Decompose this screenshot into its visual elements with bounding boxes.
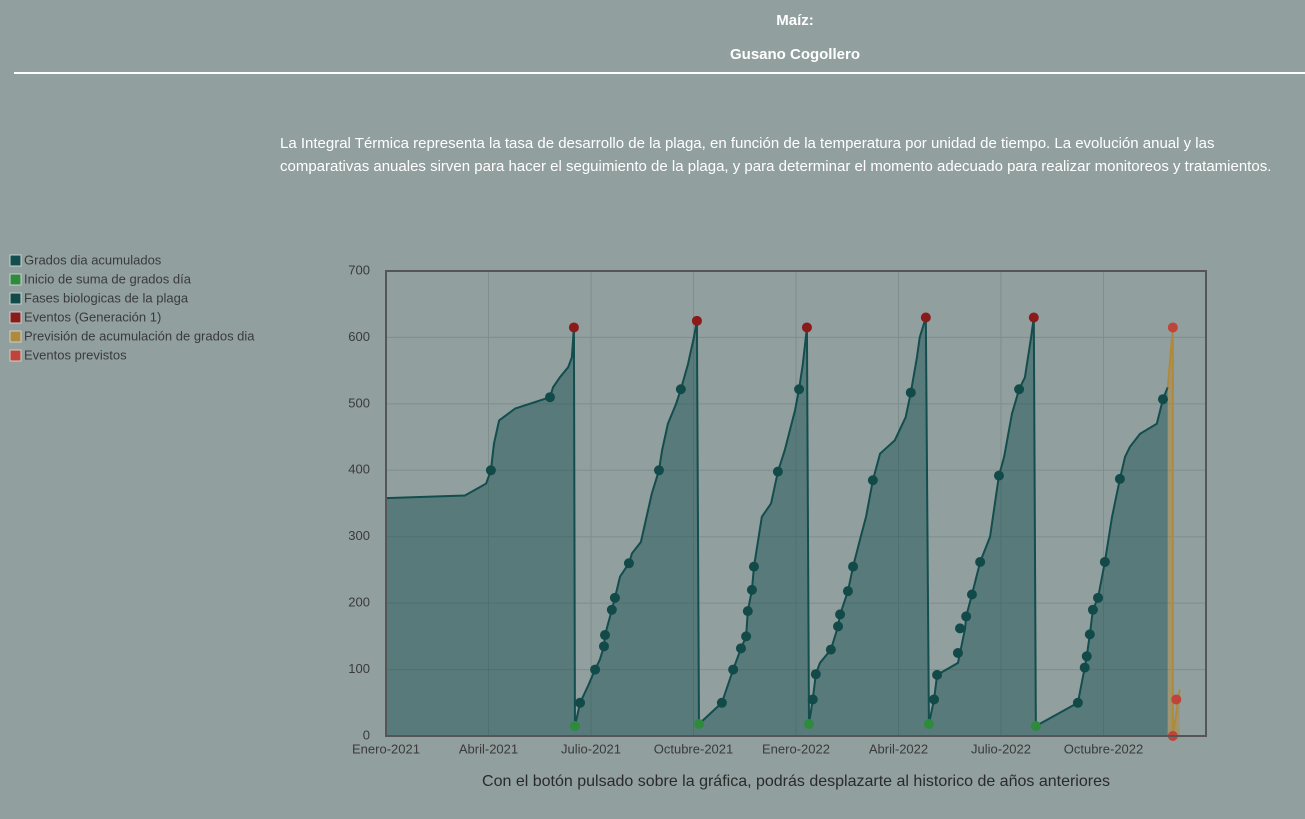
description: La Integral Térmica representa la tasa d… <box>280 135 1272 175</box>
data-point <box>741 631 752 642</box>
data-point <box>746 584 757 595</box>
data-point <box>691 315 702 326</box>
footer-note: Con el botón pulsado sobre la gráfica, p… <box>482 773 1110 790</box>
pest-title: Gusano Cogollero <box>729 46 860 63</box>
data-point <box>1081 651 1092 662</box>
y-tick-label: 200 <box>348 595 370 610</box>
data-point <box>932 669 943 680</box>
legend-swatch <box>9 349 22 362</box>
data-point <box>742 606 753 617</box>
y-tick-label: 300 <box>348 528 370 543</box>
data-point <box>600 630 611 641</box>
x-tick-label: Octubre-2021 <box>654 741 734 756</box>
data-point <box>675 384 686 395</box>
data-point <box>1099 556 1110 567</box>
data-point <box>835 609 846 620</box>
legend-swatch <box>9 330 22 343</box>
x-tick-label: Abril-2022 <box>869 741 928 756</box>
data-point <box>1114 473 1125 484</box>
crop-title: Maíz: <box>776 12 814 29</box>
data-point <box>803 719 814 730</box>
data-point <box>1084 629 1095 640</box>
data-point <box>1087 604 1098 615</box>
series-area <box>1167 327 1180 736</box>
data-point <box>961 611 972 622</box>
data-point <box>952 647 963 658</box>
data-point <box>810 669 821 680</box>
data-point <box>1157 394 1168 405</box>
x-tick-label: Octubre-2022 <box>1064 741 1144 756</box>
data-point <box>569 721 580 732</box>
legend-swatch <box>9 273 22 286</box>
y-tick-label: 400 <box>348 462 370 477</box>
data-point <box>905 387 916 398</box>
data-point <box>1028 312 1039 323</box>
legend-label: Previsión de acumulación de grados dia <box>24 328 255 343</box>
data-point <box>1167 322 1178 333</box>
data-point <box>1171 694 1182 705</box>
data-point <box>735 643 746 654</box>
data-point <box>653 465 664 476</box>
legend-swatch <box>9 292 22 305</box>
plot-border <box>385 270 1207 737</box>
data-point <box>1079 662 1090 673</box>
data-point <box>609 592 620 603</box>
data-point <box>807 694 818 705</box>
data-point <box>1014 384 1025 395</box>
data-point <box>993 470 1004 481</box>
x-tick-label: Abril-2021 <box>459 741 518 756</box>
header-rule <box>14 72 1305 74</box>
data-point <box>693 719 704 730</box>
data-point <box>623 558 634 569</box>
data-point <box>975 556 986 567</box>
data-point <box>568 322 579 333</box>
data-point <box>716 697 727 708</box>
data-point <box>848 561 859 572</box>
y-tick-label: 500 <box>348 395 370 410</box>
series-line <box>1166 327 1181 737</box>
data-point <box>833 621 844 632</box>
legend-label: Eventos (Generación 1) <box>24 309 161 324</box>
data-point <box>545 392 555 403</box>
data-point <box>966 589 977 600</box>
y-tick-label: 700 <box>348 262 370 277</box>
data-point <box>1030 721 1041 732</box>
data-point <box>842 586 853 597</box>
legend-label: Eventos previstos <box>24 347 127 362</box>
legend-label: Inicio de suma de grados día <box>24 271 192 286</box>
data-point <box>598 641 609 652</box>
y-tick-label: 600 <box>348 329 370 344</box>
data-point <box>867 475 878 486</box>
data-point <box>606 604 617 615</box>
legend-label: Grados dia acumulados <box>24 252 162 267</box>
y-tick-label: 100 <box>348 661 370 676</box>
data-point <box>728 664 739 675</box>
data-point <box>590 664 601 675</box>
data-point <box>923 719 934 730</box>
data-point <box>920 312 931 323</box>
legend-label: Fases biologicas de la plaga <box>24 290 189 305</box>
data-point <box>1093 592 1104 603</box>
data-point <box>748 561 759 572</box>
x-tick-label: Julio-2022 <box>971 741 1031 756</box>
data-point <box>825 644 836 655</box>
x-tick-label: Enero-2021 <box>352 741 420 756</box>
data-point <box>485 465 496 476</box>
data-point <box>801 322 812 333</box>
data-point <box>575 697 586 708</box>
data-point <box>794 384 805 395</box>
data-point <box>772 466 783 477</box>
legend-swatch <box>9 311 22 324</box>
legend-swatch <box>9 254 22 267</box>
data-point <box>929 694 940 705</box>
data-point <box>955 623 965 634</box>
series-area <box>386 317 1168 736</box>
data-point <box>1072 697 1083 708</box>
x-tick-label: Enero-2022 <box>762 741 830 756</box>
x-tick-label: Julio-2021 <box>561 741 621 756</box>
y-tick-label: 0 <box>363 727 370 742</box>
